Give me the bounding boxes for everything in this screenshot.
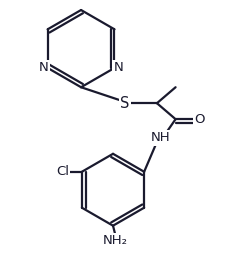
Text: NH: NH: [151, 131, 171, 144]
Text: O: O: [194, 113, 205, 126]
Text: NH₂: NH₂: [103, 234, 128, 247]
Text: N: N: [113, 61, 123, 75]
Text: S: S: [120, 96, 130, 111]
Text: N: N: [39, 61, 48, 75]
Text: Cl: Cl: [57, 165, 70, 178]
